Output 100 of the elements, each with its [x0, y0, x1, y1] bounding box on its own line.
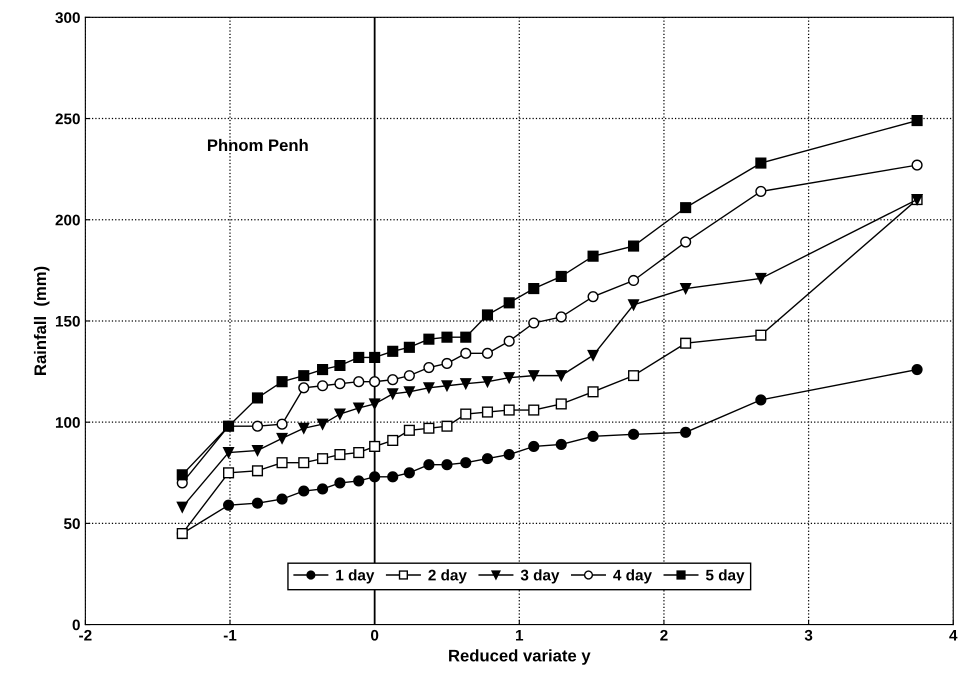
point — [369, 376, 380, 388]
point — [404, 342, 415, 353]
point — [528, 404, 540, 416]
point — [223, 446, 234, 458]
point — [298, 485, 310, 497]
point — [276, 418, 288, 430]
point — [556, 311, 567, 322]
point — [912, 160, 923, 171]
annotation: Phnom Penh — [208, 138, 308, 152]
point — [528, 440, 540, 452]
point — [628, 428, 640, 440]
point — [441, 358, 453, 370]
point — [588, 350, 599, 361]
point — [353, 475, 364, 486]
y-axis-title: Rainfall (mm) — [34, 266, 50, 375]
point — [423, 382, 434, 394]
legend-label: 1 day — [336, 569, 374, 584]
point — [223, 500, 234, 511]
x-tick-label: 0 — [371, 630, 378, 641]
point — [276, 432, 288, 444]
point — [460, 408, 472, 420]
point — [482, 406, 494, 418]
point — [223, 467, 234, 478]
point — [588, 386, 599, 398]
point — [460, 378, 472, 390]
point — [404, 386, 415, 398]
y-tick-label: 100 — [56, 417, 80, 428]
point — [387, 374, 398, 386]
point — [423, 334, 434, 345]
point — [680, 202, 692, 214]
legend-label: 4 day — [613, 569, 652, 584]
point — [556, 370, 567, 382]
point — [680, 236, 692, 248]
point — [317, 364, 328, 376]
point — [441, 420, 453, 432]
point — [628, 370, 640, 382]
y-tick-label: 300 — [55, 12, 80, 24]
point — [334, 449, 346, 460]
point — [755, 158, 766, 169]
point — [353, 352, 364, 363]
y-tick-label: 0 — [72, 619, 80, 630]
point — [556, 438, 567, 450]
point — [441, 459, 453, 470]
point — [353, 402, 364, 414]
point — [460, 348, 472, 359]
point — [404, 370, 415, 382]
point — [387, 346, 398, 357]
point — [298, 422, 310, 434]
point — [369, 352, 380, 363]
point — [680, 283, 692, 294]
point — [528, 283, 540, 294]
x-axis-title: Reduced variate y — [449, 649, 591, 665]
point — [441, 332, 453, 343]
point — [423, 422, 434, 434]
point — [423, 459, 434, 470]
point — [334, 378, 346, 390]
point — [556, 270, 567, 282]
point — [317, 418, 328, 430]
point — [504, 404, 515, 416]
point — [423, 362, 434, 374]
point — [755, 394, 766, 406]
point — [317, 483, 328, 495]
y-tick-label: 50 — [64, 518, 80, 530]
point — [276, 376, 288, 388]
point — [912, 364, 923, 376]
point — [755, 186, 766, 197]
point — [628, 274, 640, 286]
point — [404, 467, 415, 478]
point — [298, 382, 310, 394]
point — [482, 309, 494, 320]
point — [755, 272, 766, 284]
point — [588, 430, 599, 442]
x-tick-label: -2 — [79, 630, 92, 641]
point — [369, 471, 380, 482]
point — [387, 388, 398, 400]
point — [353, 446, 364, 458]
point — [680, 426, 692, 438]
legend-label: 5 day — [706, 569, 744, 584]
point — [504, 449, 515, 460]
point — [353, 376, 364, 388]
point — [176, 502, 188, 513]
x-tick-label: 4 — [949, 630, 958, 641]
point — [482, 376, 494, 388]
legend-label: 3 day — [520, 569, 560, 584]
point — [482, 453, 494, 464]
point — [298, 370, 310, 382]
point — [387, 471, 398, 482]
point — [276, 457, 288, 468]
point — [755, 330, 766, 341]
point — [504, 336, 515, 347]
point — [528, 370, 540, 382]
point — [334, 360, 346, 372]
point — [680, 338, 692, 349]
point — [460, 457, 472, 468]
point — [504, 372, 515, 384]
legend-label: 2 day — [428, 569, 467, 584]
point — [482, 348, 494, 359]
y-tick-label: 200 — [56, 214, 80, 226]
x-tick-label: 3 — [804, 630, 812, 641]
point — [556, 398, 567, 410]
